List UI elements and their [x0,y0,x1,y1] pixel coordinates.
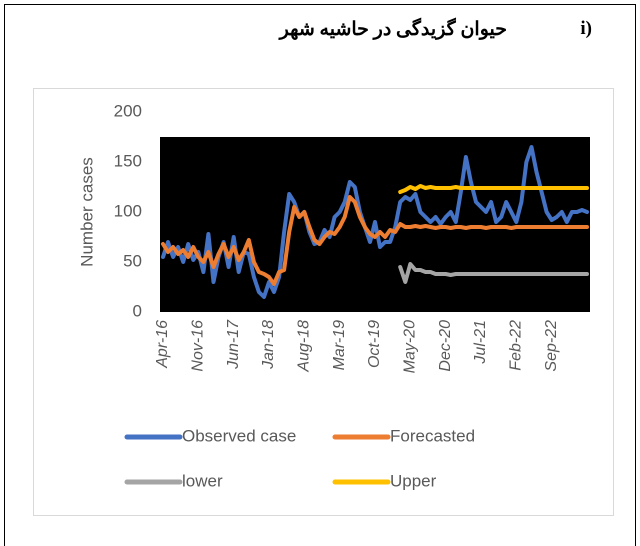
x-tick-label: Aug-18 [296,320,313,373]
x-tick-label: May-20 [402,320,419,373]
series-line [161,195,589,286]
legend-label: Forecasted [390,426,475,445]
x-tick-label: Sep-22 [543,320,560,372]
series-line [161,145,589,299]
y-tick-label: 150 [114,151,142,170]
x-tick-label: Feb-22 [508,320,525,371]
x-tick-label: Jan-18 [260,320,277,370]
x-tick-label: Jul-21 [472,320,489,365]
y-axis-label: Number cases [77,157,96,267]
y-tick-label: 0 [133,301,142,320]
legend-label: lower [182,471,223,490]
header-title: حیوان گزیدگی در حاشیه شهر [279,19,507,40]
x-tick-label: Mar-19 [331,320,348,370]
header-label: i) [580,18,592,39]
legend-label: Observed case [182,426,296,445]
series-line [398,262,589,284]
y-tick-label: 50 [123,251,142,270]
x-tick-label: Jun-17 [225,319,242,370]
x-tick-label: Oct-19 [366,320,383,368]
y-tick-label: 100 [114,201,142,220]
x-tick-label: Apr-16 [154,320,171,369]
y-tick-label: 200 [114,101,142,120]
series-line [398,184,589,194]
x-tick-label: Nov-16 [190,320,207,372]
legend-label: Upper [390,471,437,490]
x-tick-label: Dec-20 [437,320,454,372]
